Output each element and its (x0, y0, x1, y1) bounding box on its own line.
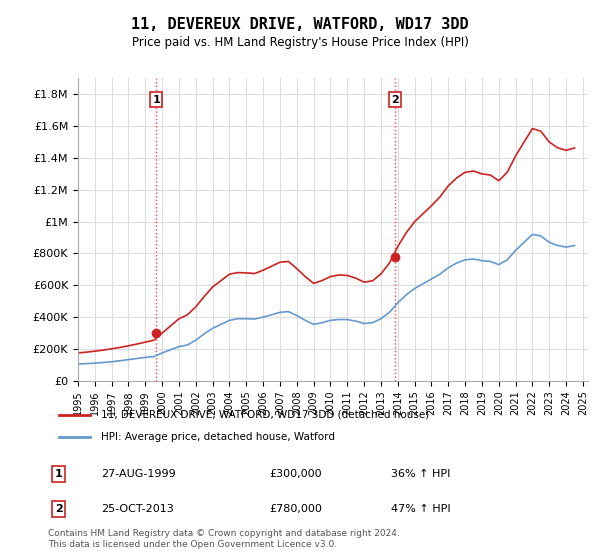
Text: £300,000: £300,000 (270, 469, 322, 479)
Text: 2: 2 (55, 504, 62, 514)
Text: Contains HM Land Registry data © Crown copyright and database right 2024.
This d: Contains HM Land Registry data © Crown c… (48, 529, 400, 549)
Text: 2: 2 (391, 95, 398, 105)
Text: 36% ↑ HPI: 36% ↑ HPI (391, 469, 451, 479)
Text: 25-OCT-2013: 25-OCT-2013 (101, 504, 173, 514)
Text: HPI: Average price, detached house, Watford: HPI: Average price, detached house, Watf… (101, 432, 335, 442)
Text: £780,000: £780,000 (270, 504, 323, 514)
Text: 1: 1 (55, 469, 62, 479)
Text: 1: 1 (152, 95, 160, 105)
Text: 11, DEVEREUX DRIVE, WATFORD, WD17 3DD: 11, DEVEREUX DRIVE, WATFORD, WD17 3DD (131, 17, 469, 32)
Text: 11, DEVEREUX DRIVE, WATFORD, WD17 3DD (detached house): 11, DEVEREUX DRIVE, WATFORD, WD17 3DD (d… (101, 409, 429, 419)
Text: 47% ↑ HPI: 47% ↑ HPI (391, 504, 451, 514)
Text: 27-AUG-1999: 27-AUG-1999 (101, 469, 176, 479)
Text: Price paid vs. HM Land Registry's House Price Index (HPI): Price paid vs. HM Land Registry's House … (131, 36, 469, 49)
